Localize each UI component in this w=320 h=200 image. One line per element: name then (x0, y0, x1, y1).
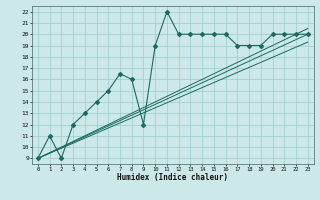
X-axis label: Humidex (Indice chaleur): Humidex (Indice chaleur) (117, 173, 228, 182)
